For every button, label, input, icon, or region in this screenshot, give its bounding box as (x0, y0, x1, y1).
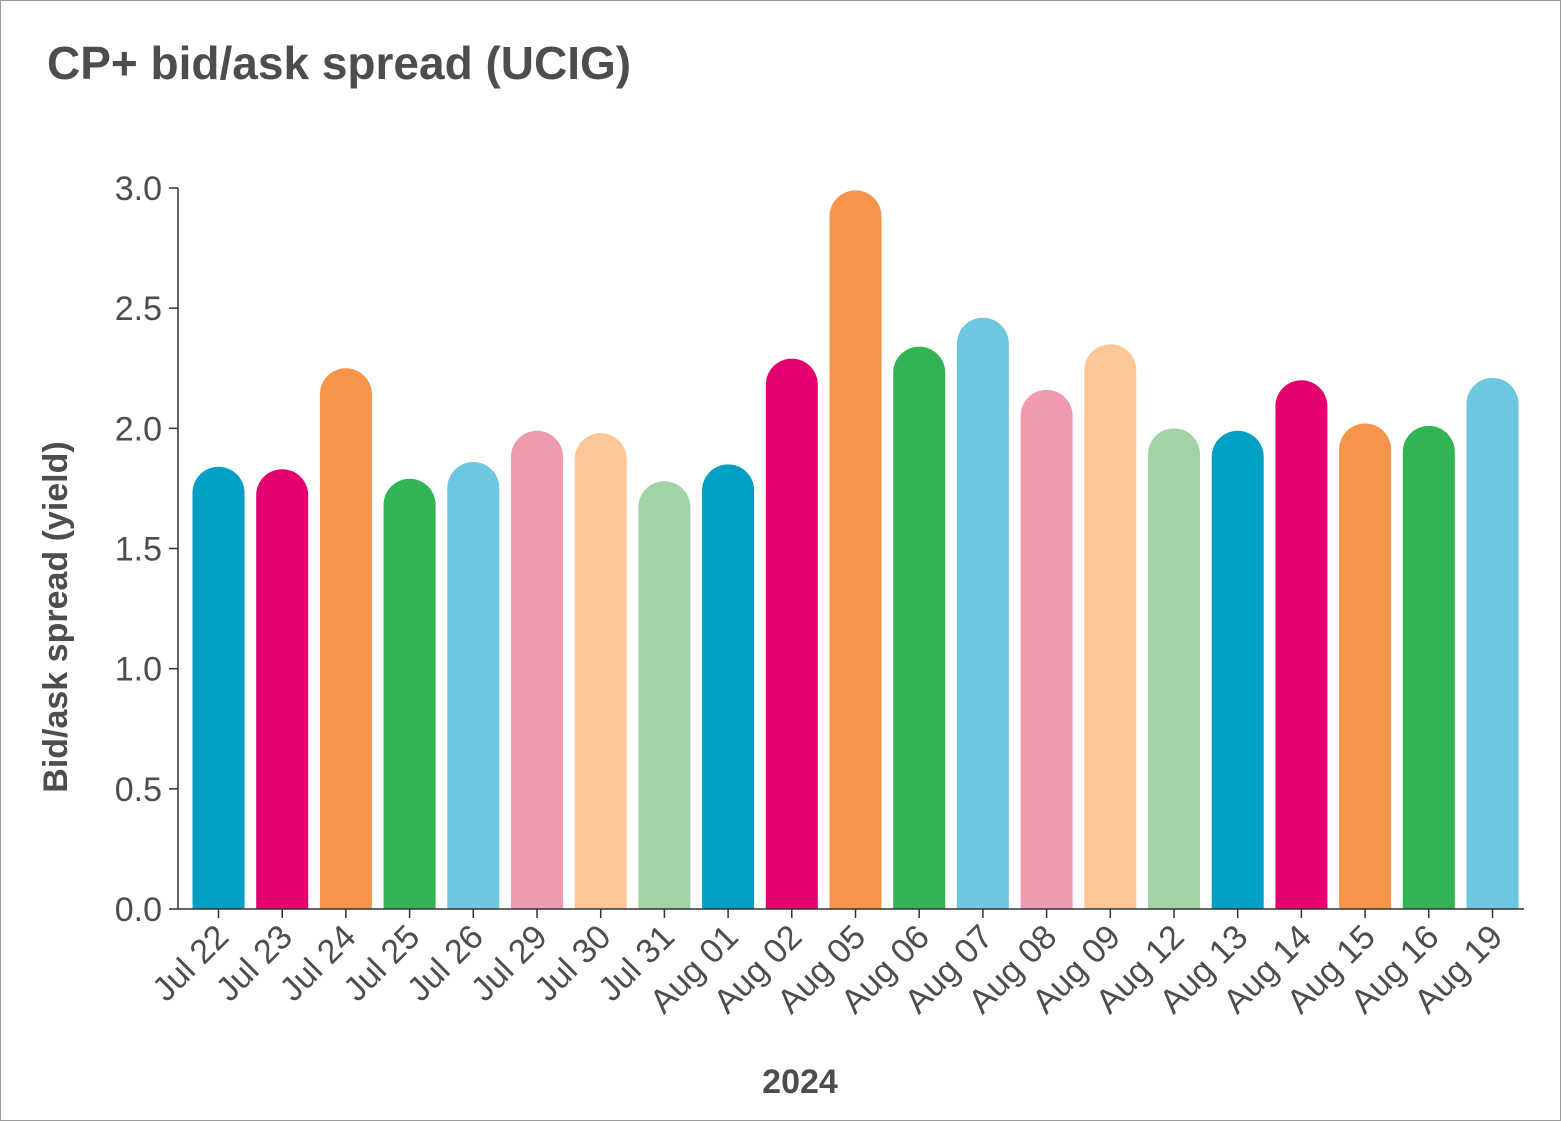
x-axis-title: 2024 (762, 1063, 838, 1101)
bar-jul-31 (638, 481, 691, 909)
bar-jul-25 (383, 478, 436, 909)
bar-jul-23 (256, 469, 309, 909)
bars-group (192, 190, 1519, 910)
bar-aug-16 (1402, 425, 1455, 909)
y-tick-label: 1.5 (115, 531, 162, 569)
bar-aug-07 (956, 317, 1009, 909)
y-axis-title: Bid/ask spread (yield) (37, 441, 75, 792)
chart-title: CP+ bid/ask spread (UCIG) (47, 37, 632, 89)
bar-aug-02 (765, 358, 818, 909)
y-tick-label: 0.0 (115, 891, 162, 929)
bar-jul-24 (319, 368, 372, 909)
bar-aug-08 (1020, 389, 1073, 909)
bar-aug-09 (1084, 344, 1137, 909)
bar-aug-12 (1148, 428, 1200, 909)
y-axis: 0.0 0.5 1.0 1.5 2.0 2.5 3.0 (115, 170, 179, 929)
bar-aug-06 (893, 346, 946, 910)
bar-aug-01 (702, 464, 755, 909)
y-tick-label: 3.0 (115, 170, 162, 208)
bar-jul-29 (511, 430, 563, 909)
bar-jul-30 (574, 433, 627, 909)
bar-aug-14 (1275, 380, 1328, 909)
y-tick-label: 0.5 (115, 771, 162, 809)
y-tick-label: 2.5 (115, 290, 162, 328)
bar-aug-05 (829, 190, 882, 910)
bar-aug-15 (1339, 423, 1392, 909)
bar-aug-19 (1466, 377, 1519, 909)
bar-aug-13 (1211, 430, 1264, 909)
bar-jul-26 (447, 461, 500, 909)
y-tick-label: 2.0 (115, 410, 162, 448)
y-tick-label: 1.0 (115, 651, 162, 689)
bar-jul-22 (192, 466, 245, 909)
